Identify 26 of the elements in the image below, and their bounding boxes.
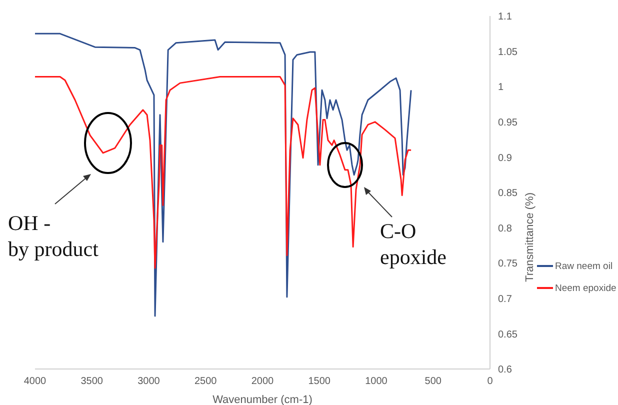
x-tick-label: 1000 [365,376,388,388]
y-tick-label: 0.95 [498,117,518,128]
x-tick-label: 2500 [194,376,218,388]
y-tick-label: 1.1 [498,12,512,23]
y-tick-label: 0.7 [498,294,512,305]
x-tick-label: 1500 [308,376,331,388]
x-tick-label: 500 [424,376,442,388]
x-tick-label: 4000 [24,376,47,388]
x-tick-label: 2000 [251,376,274,388]
y-tick-label: 0.6 [498,364,512,376]
y-tick-label: 0.8 [498,223,512,234]
legend-label: Raw neem oil [555,260,613,272]
y-tick-label: 0.9 [498,152,512,164]
y-tick-label: 1 [498,82,504,94]
annotation: OH - by product [8,210,98,262]
legend-label: Neem epoxide [555,282,616,294]
annotation: C-O epoxide [380,218,446,270]
y-tick-label: 0.85 [498,188,518,200]
x-tick-label: 3500 [80,376,104,388]
y-tick-label: 1.05 [498,46,518,58]
x-tick-label: 0 [487,376,494,388]
x-tick-label: 3000 [138,376,160,388]
y-axis-title: Transmittance (%) [524,192,536,282]
x-axis-title: Wavenumber (cm-1) [212,394,312,405]
y-tick-label: 0.75 [498,258,518,270]
y-tick-label: 0.65 [498,329,518,340]
